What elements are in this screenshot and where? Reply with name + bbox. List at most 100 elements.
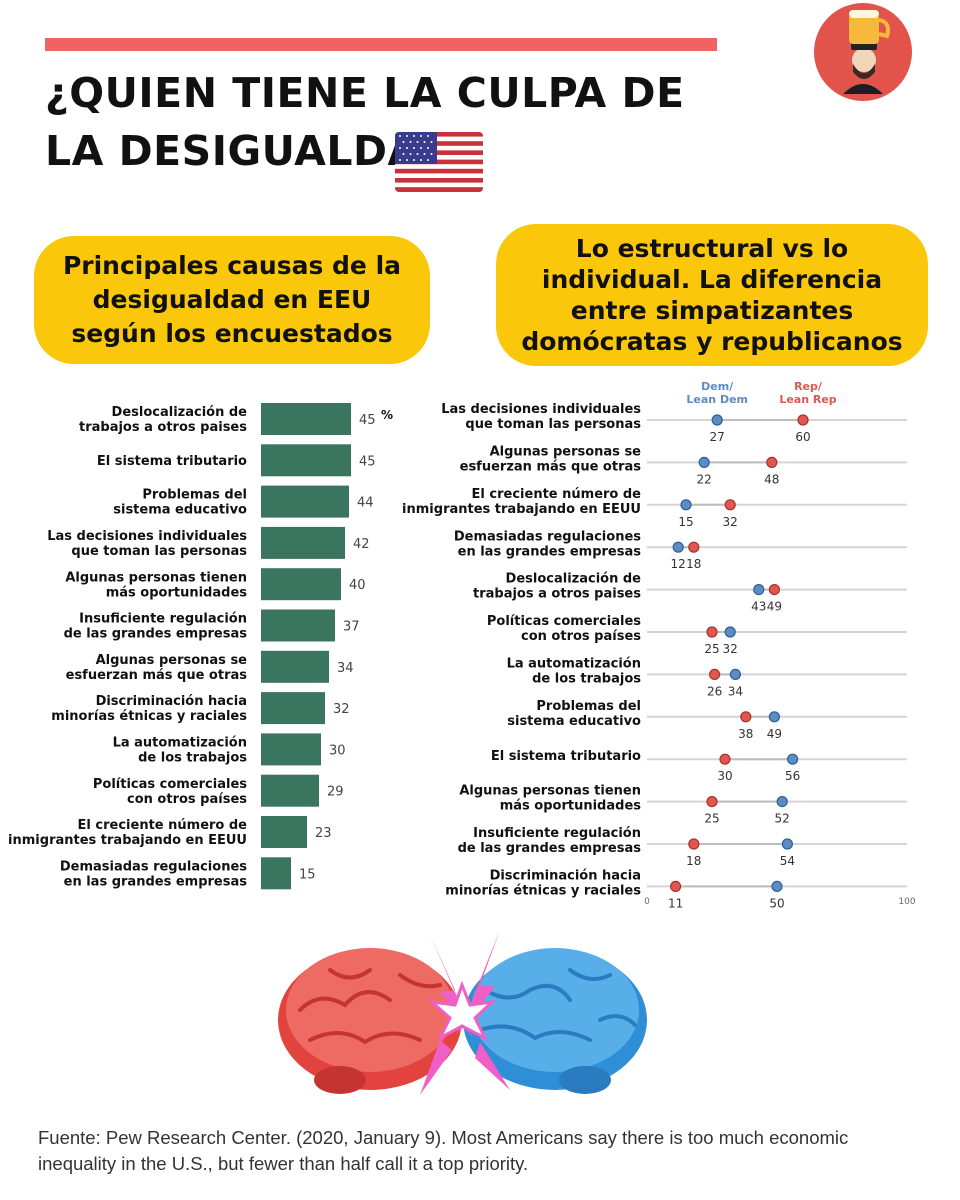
dot-category-label: Problemas del sistema educativo: [507, 699, 641, 729]
bar-value-label: 29: [327, 785, 344, 800]
dem-dot: [680, 499, 692, 511]
bar-category-label: Deslocalización de trabajos a otros paise…: [79, 405, 247, 435]
rep-value-label: 32: [723, 515, 738, 529]
bar-category-label: Políticas comerciales con otros países: [93, 777, 247, 807]
bar: [261, 526, 345, 559]
dot-category-label: El sistema tributario: [491, 749, 641, 764]
dot-category-label: La automatización de los trabajos: [507, 656, 642, 686]
bar: [261, 403, 351, 435]
x-tick-label: 100: [898, 897, 915, 907]
rep-dot: [688, 838, 700, 850]
rep-dot: [708, 668, 721, 681]
rep-dot: [724, 499, 736, 511]
bar: [261, 609, 335, 642]
bar-value-label: 32: [333, 702, 350, 717]
bar-category-label: Discriminación hacia minorías étnicas y r…: [51, 694, 247, 724]
dot-category-label: Algunas personas tienen más oportunidades: [459, 784, 641, 814]
dem-dot: [729, 668, 742, 681]
source-footnote: Fuente: Pew Research Center. (2020, Janu…: [38, 1127, 849, 1174]
rep-dot: [669, 880, 682, 893]
left-panel-heading: Principales causas de la desigualdad en …: [34, 236, 430, 364]
bar: [261, 650, 329, 683]
dot-category-label: Discriminación hacia minorías étnicas y r…: [445, 868, 641, 898]
bar: [261, 568, 341, 601]
top-accent-bar: [45, 38, 717, 51]
bar-value-label: 45: [359, 454, 376, 469]
dem-dot: [781, 838, 794, 850]
dem-value-label: 50: [769, 896, 784, 910]
dem-value-label: 22: [697, 472, 712, 486]
dem-value-label: 54: [780, 854, 795, 868]
bar-category-label: Insuficiente regulación de las grandes em…: [64, 612, 248, 642]
bar-category-label: Algunas personas se esfuerzan más que otr…: [66, 653, 248, 683]
rep-dot: [688, 541, 700, 553]
rep-value-label: 18: [686, 854, 701, 868]
dem-value-label: 52: [775, 812, 790, 826]
dem-dot: [753, 583, 765, 596]
unit-label: %: [381, 408, 393, 422]
dem-value-label: 27: [710, 430, 725, 444]
dem-value-label: 32: [723, 642, 738, 656]
beer-helmet-avatar-icon: [814, 3, 912, 101]
brains-clash-illustration: [278, 930, 647, 1095]
blue-brain-icon: [463, 948, 647, 1094]
dot-category-label: Demasiadas regulaciones en las grandes em…: [454, 529, 641, 559]
dem-dot: [698, 456, 710, 468]
rep-value-label: 49: [767, 600, 782, 614]
right-panel-heading: Lo estructural vs lo individual. La dife…: [496, 224, 928, 366]
lightning-clash-icon: [420, 930, 510, 1095]
bar-category-label: Problemas del sistema educativo: [113, 488, 247, 518]
bar: [261, 774, 319, 807]
bar-value-label: 42: [353, 537, 370, 552]
bar-category-label: Las decisiones individuales que toman las…: [47, 529, 247, 559]
rep-dot: [740, 711, 752, 723]
rep-dot: [706, 626, 718, 638]
rep-dot: [797, 414, 809, 426]
dot-category-label: Políticas comerciales con otros países: [487, 614, 641, 644]
rep-value-label: 38: [738, 727, 753, 741]
bar-value-label: 45: [359, 413, 376, 428]
rep-value-label: 60: [795, 430, 810, 444]
dem-value-label: 34: [728, 684, 743, 698]
dem-dot: [711, 414, 723, 426]
rep-value-label: 26: [707, 684, 722, 698]
causes-bar-chart: Deslocalización de trabajos a otros paise…: [8, 403, 393, 889]
legend-dem: Dem/Lean Dem: [686, 380, 748, 406]
page-title: ¿QUIEN TIENE LA CULPA DE LA DESIGUALDAD?: [45, 69, 685, 175]
dot-category-label: Deslocalización de trabajos a otros paise…: [473, 572, 641, 602]
dot-category-label: Algunas personas se esfuerzan más que otr…: [460, 444, 642, 474]
rep-value-label: 11: [668, 896, 683, 910]
rep-value-label: 18: [686, 557, 701, 571]
rep-dot: [768, 583, 781, 596]
dem-dot: [724, 626, 736, 638]
dem-dot: [776, 795, 788, 808]
dem-dot: [771, 880, 783, 893]
bar: [261, 692, 325, 725]
dem-dot: [672, 541, 684, 553]
x-tick-label: 0: [644, 897, 650, 907]
dem-value-label: 56: [785, 769, 800, 783]
bar: [261, 816, 307, 848]
bar-value-label: 44: [357, 496, 374, 511]
rep-value-label: 48: [764, 472, 779, 486]
bar: [261, 733, 321, 766]
rep-value-label: 25: [704, 812, 719, 826]
dot-category-label: El creciente número de inmigrantes trabaj…: [402, 487, 641, 517]
bar-category-label: Demasiadas regulaciones en las grandes em…: [60, 859, 247, 889]
rep-value-label: 25: [704, 642, 719, 656]
bar-value-label: 34: [337, 661, 354, 676]
dem-value-label: 15: [678, 515, 693, 529]
bar-category-label: La automatización de los trabajos: [113, 735, 248, 765]
rep-dot: [706, 795, 718, 808]
dot-category-label: Insuficiente regulación de las grandes em…: [458, 826, 642, 856]
bar: [261, 485, 349, 518]
dem-value-label: 43: [751, 600, 766, 614]
dem-rep-dot-chart: Dem/Lean Dem Rep/Lean Rep Las decisiones i…: [402, 380, 916, 910]
bar-value-label: 40: [349, 578, 366, 593]
bar-category-label: El creciente número de inmigrantes trabaj…: [8, 818, 247, 848]
bar-category-label: Algunas personas tienen más oportunidades: [65, 570, 247, 600]
dem-value-label: 12: [671, 557, 686, 571]
red-brain-icon: [278, 948, 462, 1094]
dem-dot: [786, 753, 799, 765]
bar-value-label: 15: [299, 867, 316, 882]
